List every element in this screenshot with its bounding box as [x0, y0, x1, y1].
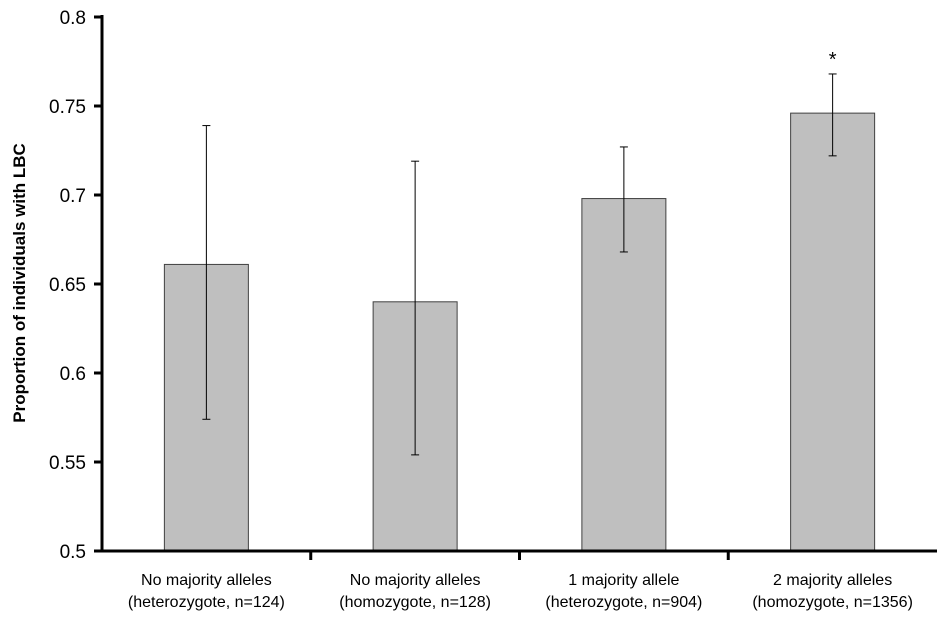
error-bar-4	[828, 73, 837, 157]
y-tick-labels: 0.5 0.55 0.6 0.65 0.7 0.75 0.8	[49, 8, 86, 563]
error-bars-layer	[202, 73, 837, 456]
y-tick-label: 0.5	[60, 542, 86, 563]
y-tick-label: 0.75	[49, 97, 86, 118]
error-bar-3	[619, 146, 628, 253]
bar-4	[790, 112, 876, 552]
bars-layer	[163, 112, 876, 552]
x-category-label: No majority alleles (homozygote, n=128)	[339, 572, 491, 611]
error-bar-1	[202, 125, 211, 420]
y-tick-label: 0.8	[60, 8, 86, 29]
x-category-label: No majority alleles (heterozygote, n=124)	[128, 572, 285, 611]
y-tick-label: 0.55	[49, 453, 86, 474]
x-category-label: 1 majority allele (heterozygote, n=904)	[545, 572, 702, 611]
error-bar-2	[411, 160, 420, 456]
y-tick-label: 0.7	[60, 186, 86, 207]
y-tick-label: 0.65	[49, 275, 86, 296]
annotations-layer: *	[829, 49, 837, 71]
y-axis-title: Proportion of individuals with LBC	[10, 143, 29, 423]
x-category-label: 2 majority alleles (homozygote, n=1356)	[752, 572, 913, 611]
y-tick-label: 0.6	[60, 364, 86, 385]
significance-marker: *	[829, 49, 837, 71]
axes-layer	[94, 15, 937, 560]
x-category-labels: No majority alleles (heterozygote, n=124)…	[128, 572, 913, 611]
